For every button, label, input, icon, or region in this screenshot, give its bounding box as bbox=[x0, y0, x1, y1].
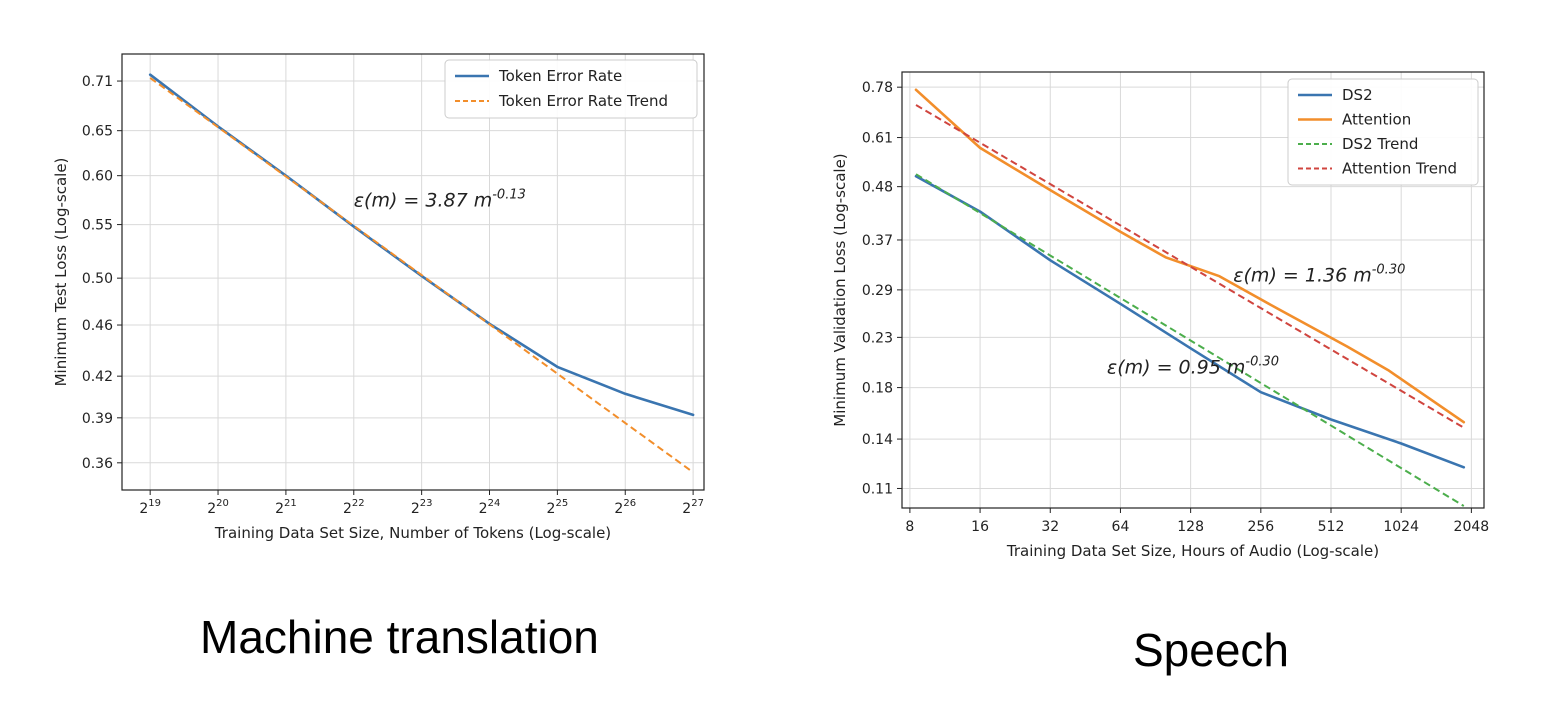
x-tick-label: 256 bbox=[1247, 519, 1274, 535]
series-line-ds2 bbox=[914, 174, 1466, 469]
y-tick-label: 0.18 bbox=[862, 381, 893, 397]
series-line-attention-trend bbox=[915, 104, 1465, 429]
y-tick-label: 0.50 bbox=[82, 271, 113, 287]
y-tick-label: 0.60 bbox=[82, 169, 113, 185]
x-tick-label: 32 bbox=[1041, 519, 1059, 535]
speech-chart: 8 16 32 64 128 256 512 1024 2048 0.78 0.61 0.48 0.37… bbox=[831, 71, 1490, 560]
plot-frame bbox=[121, 53, 705, 491]
x-tick-label: 512 bbox=[1318, 519, 1345, 535]
x-tick-label: 223 bbox=[411, 498, 433, 517]
x-tick-label: 8 bbox=[905, 519, 914, 535]
x-tick-label: 1024 bbox=[1383, 519, 1419, 535]
y-axis-label: Minimum Test Loss (Log-scale) bbox=[52, 158, 70, 387]
x-tick-label: 220 bbox=[207, 498, 229, 517]
x-tick-label: 2048 bbox=[1454, 519, 1490, 535]
fit-equation-annotation: ε(m) = 1.36 m-0.30 bbox=[1233, 263, 1405, 287]
x-tick-label: 16 bbox=[971, 519, 989, 535]
y-tick-label: 0.11 bbox=[862, 481, 893, 497]
y-tick-label: 0.48 bbox=[862, 180, 893, 196]
x-tick-label: 226 bbox=[614, 498, 636, 517]
y-tick-label: 0.78 bbox=[862, 80, 893, 96]
y-tick-label: 0.23 bbox=[862, 330, 893, 346]
y-tick-label: 0.55 bbox=[82, 218, 113, 234]
legend-entry-label: Attention Trend bbox=[1342, 160, 1457, 178]
legend-entry-label: Token Error Rate Trend bbox=[498, 92, 668, 110]
legend-entry-label: Token Error Rate bbox=[498, 67, 622, 85]
x-axis-label: Training Data Set Size, Number of Tokens… bbox=[214, 524, 611, 542]
y-tick-label: 0.14 bbox=[862, 432, 893, 448]
x-axis-label: Training Data Set Size, Hours of Audio (… bbox=[1006, 542, 1379, 560]
y-tick-label: 0.46 bbox=[82, 318, 113, 334]
grid bbox=[902, 72, 1484, 508]
x-tick-label: 221 bbox=[275, 498, 297, 517]
fit-equation-annotation: ε(m) = 3.87 m-0.13 bbox=[354, 187, 526, 211]
grid bbox=[122, 54, 704, 490]
legend-entry-label: DS2 bbox=[1342, 86, 1373, 104]
x-tick-label: 128 bbox=[1177, 519, 1204, 535]
y-tick-label: 0.65 bbox=[82, 124, 113, 140]
legend: DS2 Attention DS2 Trend Attention Trend bbox=[1287, 78, 1479, 186]
series-line-ds2-trend bbox=[915, 173, 1465, 507]
x-tick-label: 227 bbox=[682, 498, 704, 517]
legend: Token Error Rate Token Error Rate Trend bbox=[444, 59, 698, 119]
x-tick-label: 222 bbox=[343, 498, 365, 517]
y-tick-label: 0.39 bbox=[82, 411, 113, 427]
machine-translation-chart: 219 220 221 222 223 224 225 226 227 0.71 0.65 0.60 0… bbox=[52, 53, 705, 542]
y-tick-label: 0.71 bbox=[82, 74, 113, 90]
x-tick-label: 224 bbox=[479, 498, 501, 517]
fit-equation-annotation: ε(m) = 0.95 m-0.30 bbox=[1107, 354, 1279, 378]
x-tick-label: 219 bbox=[139, 498, 161, 517]
x-tick-label: 64 bbox=[1112, 519, 1130, 535]
caption-machine-translation: Machine translation bbox=[200, 611, 599, 663]
y-tick-label: 0.37 bbox=[862, 233, 893, 249]
y-tick-label: 0.42 bbox=[82, 369, 113, 385]
series-line-token-error-rate-trend bbox=[149, 77, 694, 474]
legend-box bbox=[1287, 78, 1479, 186]
legend-box bbox=[444, 59, 698, 119]
y-axis-label: Minimum Validation Loss (Log-scale) bbox=[831, 153, 849, 426]
y-tick-label: 0.29 bbox=[862, 283, 893, 299]
caption-speech: Speech bbox=[1133, 624, 1290, 676]
legend-entry-label: Attention bbox=[1342, 111, 1411, 129]
y-tick-label: 0.36 bbox=[82, 456, 113, 472]
legend-entry-label: DS2 Trend bbox=[1342, 135, 1418, 153]
y-tick-label: 0.61 bbox=[862, 131, 893, 147]
x-tick-label: 225 bbox=[547, 498, 569, 517]
